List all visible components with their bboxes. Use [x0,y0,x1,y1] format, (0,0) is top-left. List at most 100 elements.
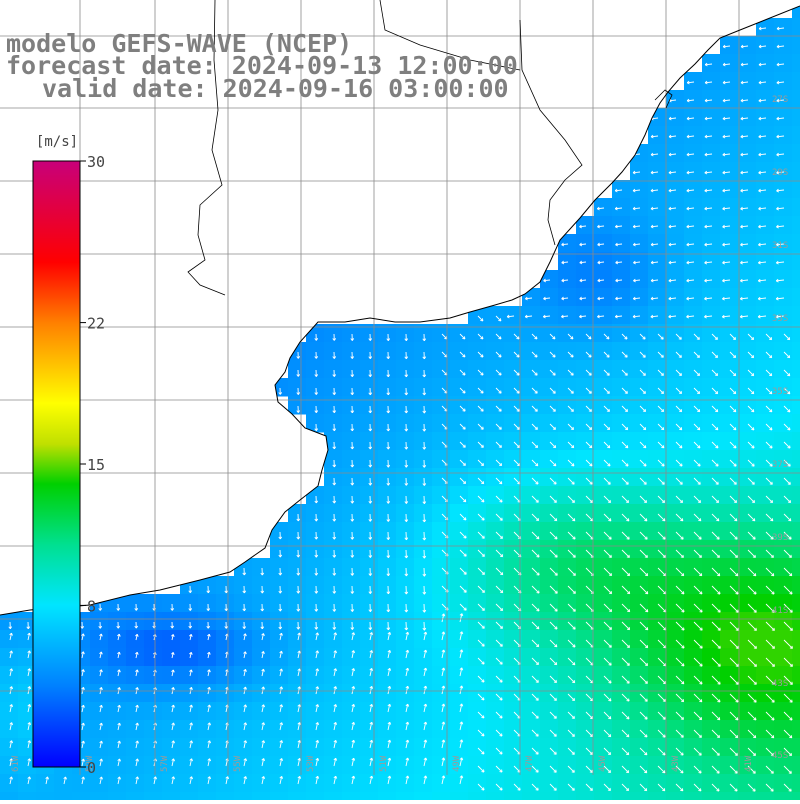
wind-cell [720,54,739,73]
wind-cell [540,342,559,361]
wind-cell [738,270,757,289]
wind-cell [612,414,631,433]
latitude-label: 37S [772,460,788,470]
wind-cell [216,792,235,800]
wind-cell [684,396,703,415]
wind-cell [774,180,793,199]
latitude-label: 41S [772,606,788,616]
wind-cell [108,720,127,739]
wind-cell [270,792,289,800]
wind-cell [126,666,145,685]
wind-cell [792,198,800,217]
wind-cell [162,684,181,703]
wind-cell [360,648,379,667]
wind-cell [414,792,433,800]
wind-cell [396,648,415,667]
wind-cell [540,288,559,307]
wind-cell [180,702,199,721]
wind-cell [342,720,361,739]
wind-cell [738,216,757,235]
wind-cell [360,684,379,703]
wind-cell [414,594,433,613]
wind-cell [666,126,685,145]
wind-cell [414,666,433,685]
wind-cell [378,738,397,757]
wind-cell [450,378,469,397]
wind-cell [594,198,613,217]
wind-cell [612,270,631,289]
wind-cell [594,360,613,379]
wind-cell [558,396,577,415]
wind-cell [558,342,577,361]
wind-cell [594,414,613,433]
wind-cell [180,738,199,757]
wind-cell [720,180,739,199]
wind-cell [432,774,451,793]
wind-cell [738,144,757,163]
wind-cell [792,702,800,721]
colorbar-tick-label: 8 [87,597,96,615]
colorbar-unit: [m/s] [36,134,78,150]
wind-cell [630,306,649,325]
wind-cell [774,288,793,307]
wind-cell [792,270,800,289]
wind-cell [306,702,325,721]
wind-cell [594,378,613,397]
wind-cell [396,774,415,793]
wind-cell [774,108,793,127]
wind-cell [576,414,595,433]
wind-cell [414,630,433,649]
wind-cell [540,414,559,433]
wind-cell [450,738,469,757]
wind-cell [396,738,415,757]
wind-cell [180,666,199,685]
wind-cell [630,216,649,235]
latitude-label: 31S [772,241,788,251]
wind-cell [558,306,577,325]
wind-cell [738,72,757,91]
wind-cell [108,612,127,631]
wind-cell [270,720,289,739]
wind-cell [108,666,127,685]
wind-cell [126,720,145,739]
wind-cell [594,288,613,307]
wind-cell [630,252,649,271]
wind-cell [198,720,217,739]
wind-cell [216,684,235,703]
wind-cell [792,522,800,541]
wind-cell [144,738,163,757]
wind-cell [306,684,325,703]
wind-cell [450,684,469,703]
wind-cell [162,720,181,739]
wind-cell [252,738,271,757]
wind-cell [0,648,19,667]
wind-cell [198,648,217,667]
wind-cell [774,198,793,217]
wind-cell [360,792,379,800]
wind-cell [450,702,469,721]
wind-cell [594,342,613,361]
wind-cell [594,252,613,271]
wind-cell [360,738,379,757]
wind-cell [90,738,109,757]
wind-cell [702,162,721,181]
wind-cell [792,594,800,613]
wind-cell [252,630,271,649]
longitude-label: 41W [744,755,754,772]
wind-cell [684,270,703,289]
wind-cell [432,684,451,703]
wind-cell [720,306,739,325]
wind-cell [432,342,451,361]
wind-cell [666,360,685,379]
wind-cell [198,702,217,721]
wind-cell [684,342,703,361]
wind-cell [90,720,109,739]
wind-cell [162,792,181,800]
wind-cell [144,684,163,703]
wind-cell [522,432,541,451]
wind-cell [252,666,271,685]
wind-cell [360,702,379,721]
wind-cell [774,216,793,235]
wind-cell [540,360,559,379]
